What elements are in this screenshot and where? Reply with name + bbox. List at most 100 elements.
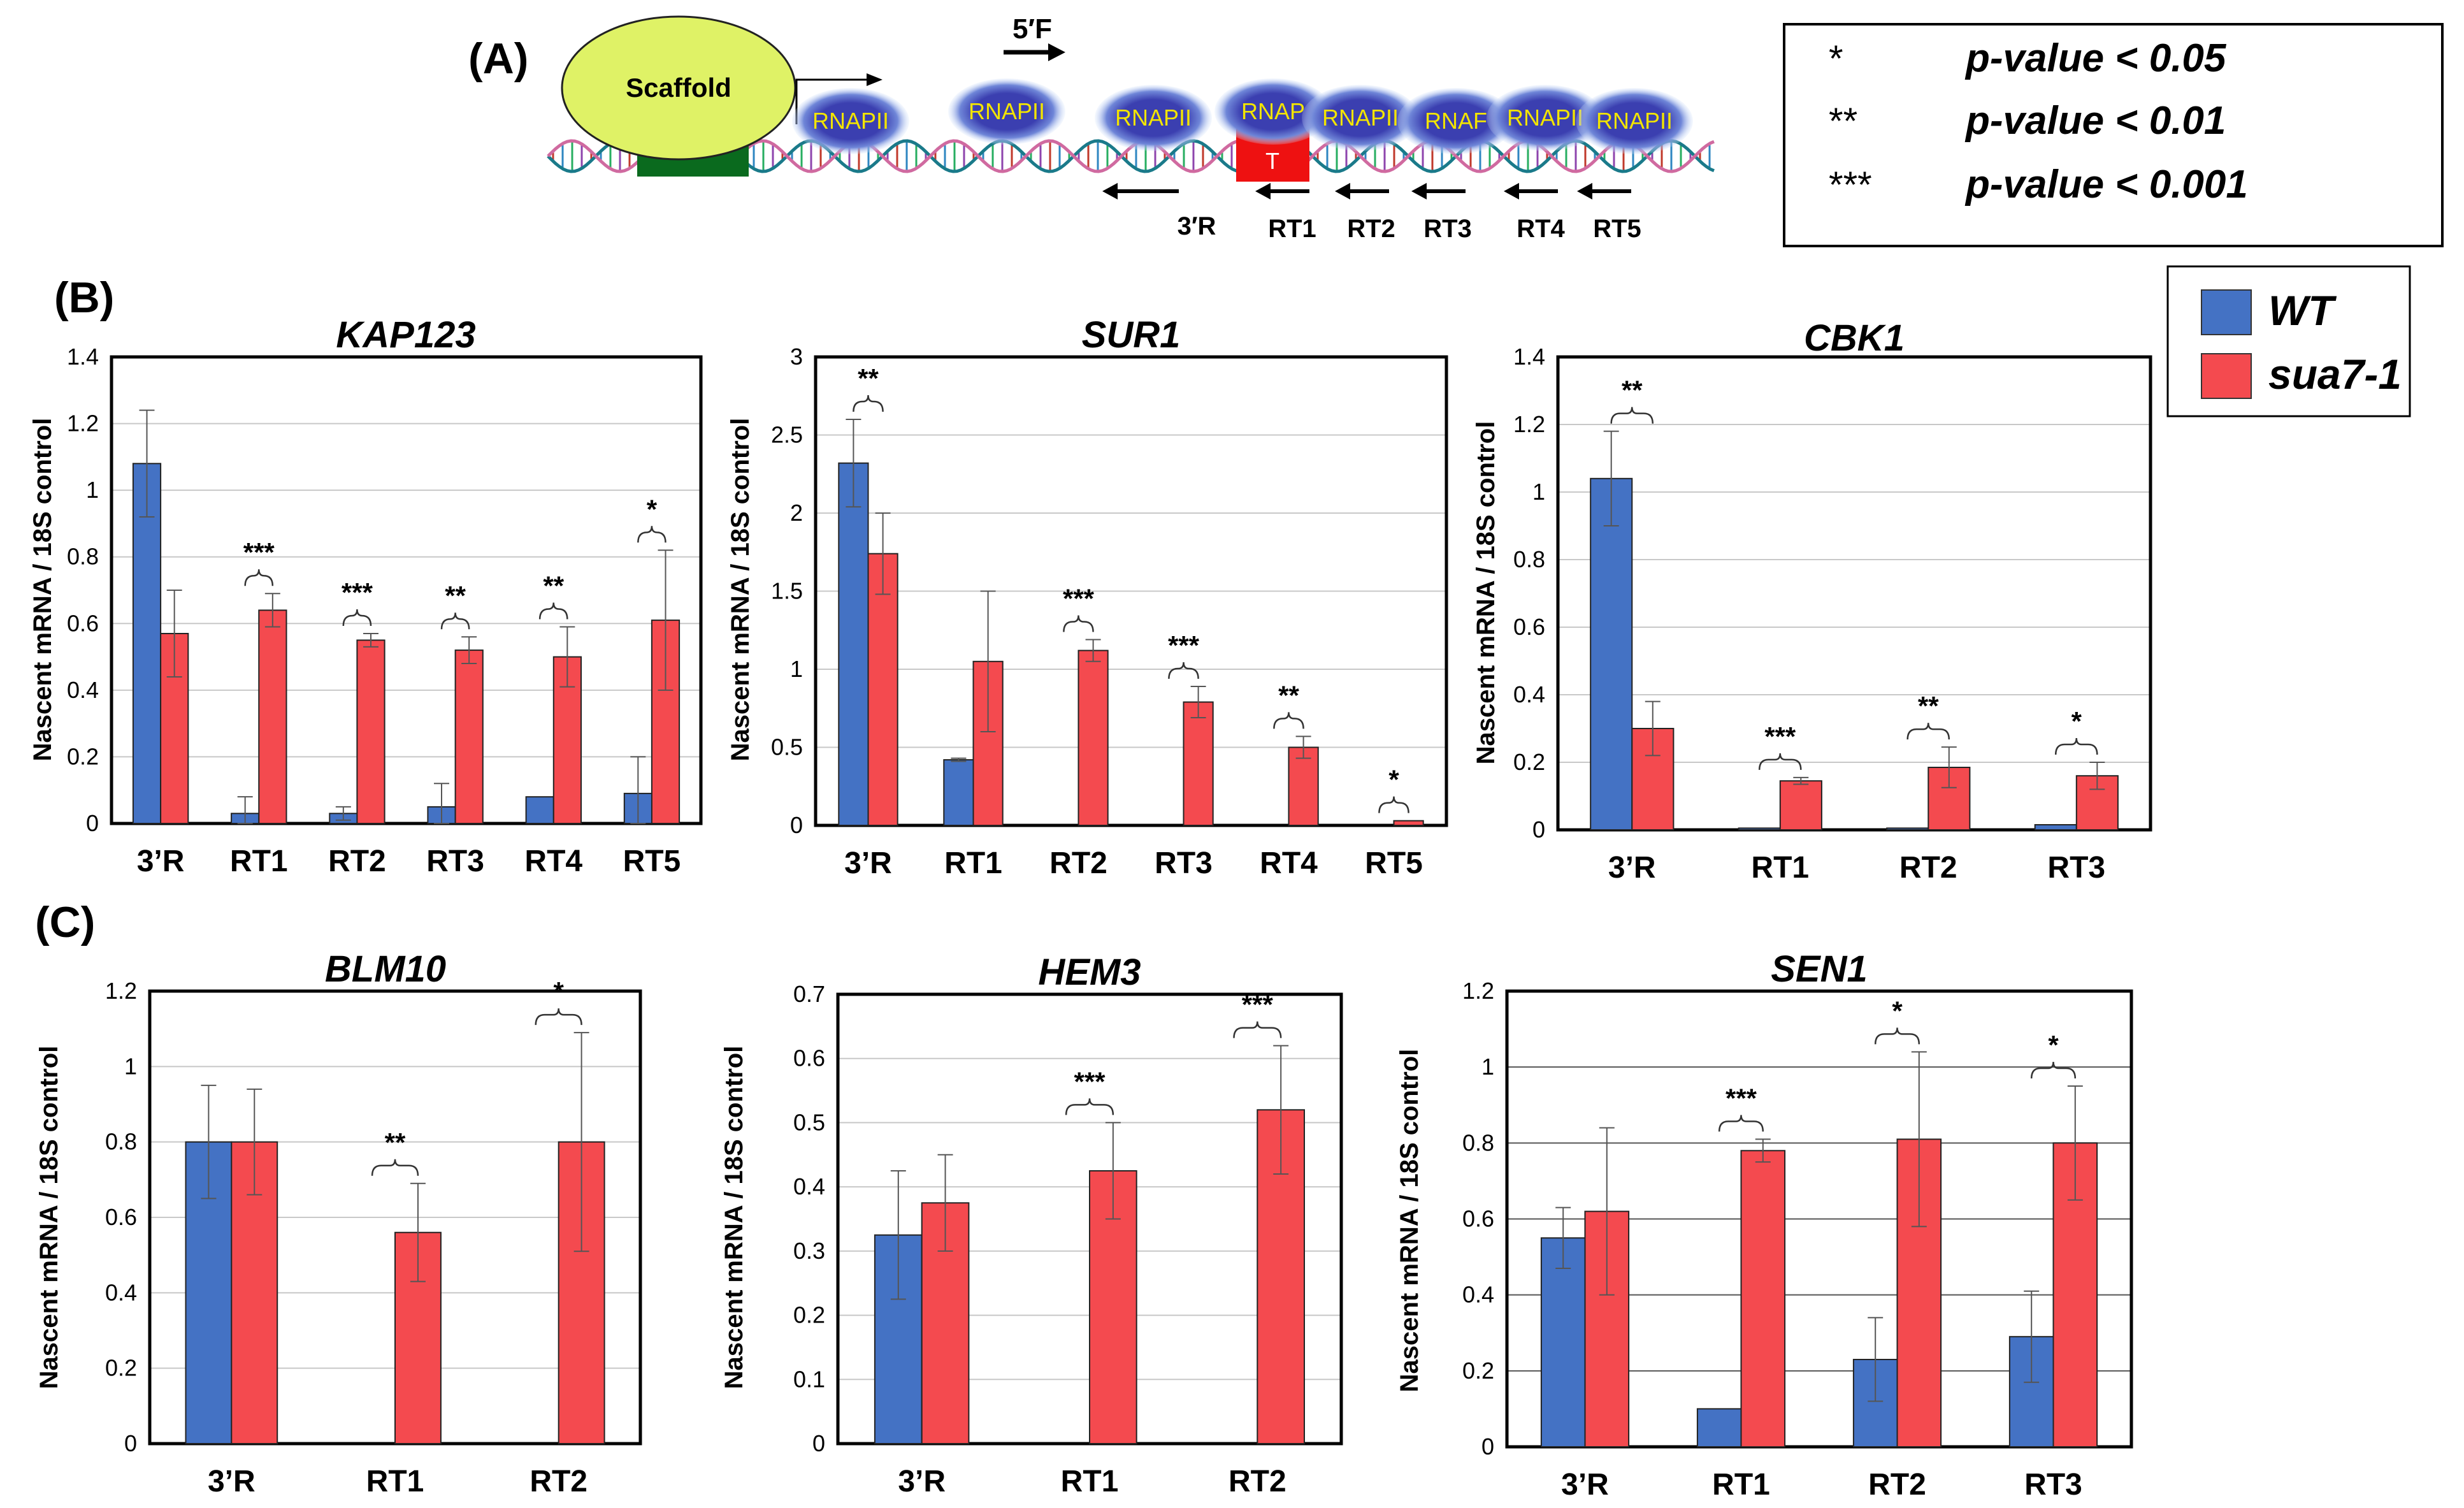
significance-bracket [1065, 1098, 1114, 1115]
reverse-primer-arrowhead-icon [1335, 183, 1350, 199]
reverse-primer-label: RT3 [1423, 215, 1472, 243]
x-category-label: RT2 [1868, 1468, 1926, 1502]
rnap-label: RNAPII [1507, 105, 1583, 131]
y-tick-label: 2 [790, 500, 803, 526]
panel-b-label: (B) [54, 273, 114, 322]
significance-bracket [1273, 712, 1304, 729]
significance-marker: * [1388, 765, 1399, 795]
y-tick-label: 0.2 [1462, 1358, 1494, 1384]
y-tick-label: 0.4 [105, 1279, 137, 1305]
y-tick-label: 0.6 [1513, 614, 1545, 640]
significance-marker: *** [1168, 630, 1200, 660]
legend: WT sua7-1 [2166, 265, 2411, 417]
x-category-label: RT2 [1228, 1465, 1286, 1498]
legend-label: WT [2268, 287, 2337, 334]
significance-bracket [1233, 1021, 1282, 1038]
significance-marker: ** [385, 1127, 406, 1157]
y-tick-label: 3 [790, 344, 803, 370]
significance-marker: * [647, 494, 658, 524]
x-category-label: 3’R [208, 1465, 256, 1498]
significance-marker: ** [1622, 375, 1643, 405]
y-tick-label: 0 [124, 1430, 137, 1456]
legend-swatch [2201, 353, 2252, 399]
x-category-label: RT1 [1712, 1468, 1770, 1502]
plot-frame [1556, 355, 2152, 832]
y-tick-label: 1.5 [771, 578, 803, 604]
rnap-ellipse [1302, 85, 1419, 151]
y-tick-label: 1 [1481, 1054, 1494, 1080]
significance-marker: ** [1278, 680, 1299, 710]
significance-bracket [2054, 737, 2098, 755]
bar-wt [132, 463, 162, 824]
y-tick-label: 0.5 [771, 734, 803, 760]
x-category-label: 3’R [898, 1465, 946, 1498]
significance-marker: * [2048, 1030, 2059, 1060]
rnap-label: RNAPII [1115, 105, 1192, 131]
significance-marker: ** [858, 363, 879, 393]
y-tick-label: 1 [86, 477, 99, 503]
panel-a-diagram: (A) Scaffold T RNAPII RNAPII RNAPII RNAP RNA… [468, 13, 1715, 243]
y-tick-label: 0.2 [67, 743, 99, 769]
bar-wt [1540, 1237, 1586, 1448]
y-tick-label: 0.8 [1513, 546, 1545, 572]
y-tick-label: 0.8 [1462, 1129, 1494, 1156]
reverse-primer-label: RT4 [1517, 215, 1565, 243]
y-axis-label: Nascent mRNA / 18S control [1472, 421, 1500, 765]
rnap-label: RNAPII [969, 98, 1045, 124]
chart-cbk1: 0 0.2 0.4 0.6 0.8 1 1.2 1.4 CBK1 Nascent mRNA / 1… [1472, 317, 2152, 885]
panel-a-label: (A) [468, 34, 528, 83]
bar-wt [943, 759, 974, 826]
reverse-primer-arrowhead-icon [1504, 183, 1519, 199]
chart-title: SEN1 [1771, 948, 1868, 990]
bar-sua7-1 [454, 649, 484, 824]
x-category-label: 3’R [137, 845, 185, 878]
x-category-label: RT3 [2024, 1468, 2082, 1502]
tss-arrowhead-icon [867, 73, 883, 86]
rnap-label: RNAF [1425, 108, 1487, 134]
bar-wt [2008, 1336, 2054, 1447]
y-tick-label: 0.6 [67, 610, 99, 636]
rnap-ellipse [1214, 78, 1332, 145]
reverse-primer-label: RT5 [1593, 215, 1641, 243]
significance-bracket [1758, 753, 1802, 770]
y-tick-label: 1.4 [67, 344, 99, 370]
y-tick-label: 1.4 [1513, 344, 1545, 370]
rnap-label: RNAPII [812, 108, 889, 134]
significance-bracket [440, 613, 470, 630]
scaffold-ellipse [561, 15, 796, 161]
chart-title: KAP123 [336, 314, 475, 356]
reverse-primer-arrowhead-icon [1411, 183, 1427, 199]
rnap-ellipse [1576, 88, 1693, 154]
significance-marker: ** [445, 581, 466, 611]
significance-marker: *** [1726, 1083, 1757, 1113]
significance-bracket [1378, 796, 1409, 813]
bar-wt [1590, 477, 1633, 830]
pvalue-text: p-value < 0.01 [1964, 99, 2226, 143]
legend-swatch [2201, 289, 2252, 335]
y-tick-label: 0.6 [105, 1204, 137, 1230]
x-category-label: 3’R [1608, 851, 1656, 885]
significance-bracket [1610, 407, 1654, 424]
x-category-label: RT2 [530, 1465, 587, 1498]
y-tick-label: 0 [1532, 816, 1545, 843]
significance-bracket [1874, 1027, 1920, 1045]
bar-wt [2034, 824, 2077, 830]
x-category-label: RT1 [1751, 851, 1809, 885]
rnap-label: RNAPII [1596, 108, 1673, 134]
chart-blm10: 0 0.2 0.4 0.6 0.8 1 1.2 BLM10 Nascent mRNA / 18S… [35, 948, 642, 1498]
pvalue-text: p-value < 0.05 [1964, 36, 2227, 80]
y-axis-label: Nascent mRNA / 18S control [1395, 1049, 1423, 1393]
x-category-label: RT5 [623, 845, 681, 878]
significance-bracket [1168, 662, 1199, 679]
x-category-label: 3’R [844, 846, 892, 880]
bar-sua7-1 [258, 609, 287, 825]
significance-marker: * [2071, 706, 2082, 736]
x-category-label: RT2 [328, 845, 386, 878]
rnap-ellipse [1487, 85, 1604, 151]
reverse-primer-label: 3′R [1178, 212, 1216, 240]
rnap-group: RNAPII RNAPII RNAPII RNAP RNAPII RNAF RNAPII RN… [792, 78, 1693, 154]
bar-wt [1696, 1408, 1742, 1447]
y-tick-label: 1 [124, 1053, 137, 1079]
significance-bracket [1906, 723, 1950, 740]
